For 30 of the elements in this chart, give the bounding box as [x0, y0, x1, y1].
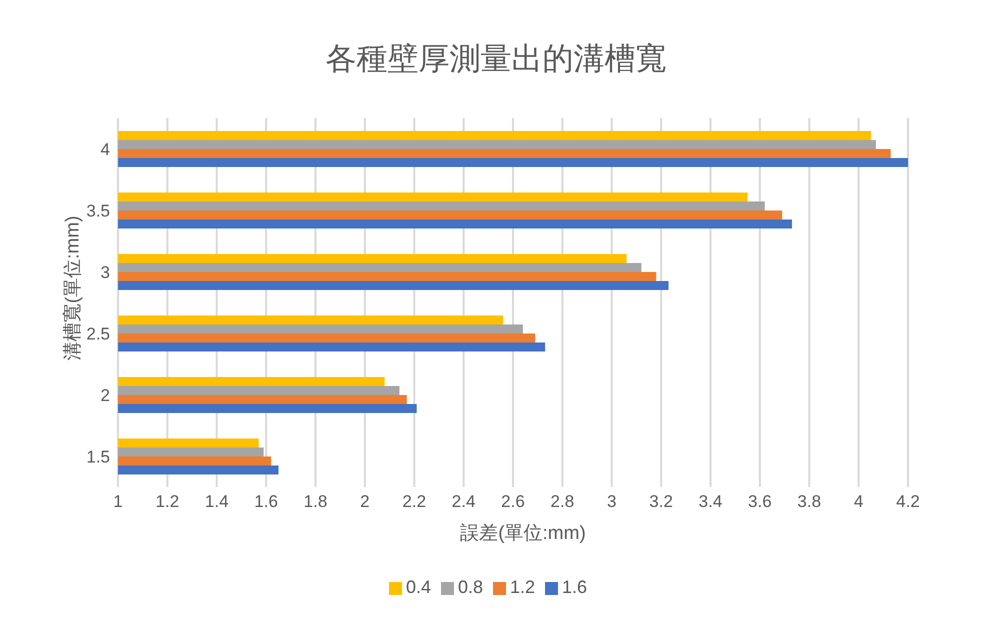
x-tick-label: 3.8 — [797, 492, 822, 512]
x-tick-label: 4 — [854, 492, 864, 512]
x-tick-label: 3.6 — [748, 492, 772, 512]
legend-label: 0.8 — [458, 577, 483, 597]
x-tick-label: 2.6 — [501, 492, 525, 512]
legend-label: 1.2 — [510, 577, 536, 597]
y-tick-label: 3 — [100, 262, 110, 282]
y-tick-label: 1.5 — [86, 447, 110, 466]
legend-label: 0.4 — [406, 577, 431, 597]
x-tick-label: 1.8 — [304, 492, 328, 512]
x-tick-label: 2.4 — [452, 492, 476, 512]
y-tick-label: 4 — [100, 140, 110, 159]
x-tick-label: 4.2 — [896, 492, 920, 512]
x-tick-label: 1 — [113, 492, 123, 512]
chart-title: 各種壁厚測量出的溝槽寬 — [324, 40, 668, 78]
y-tick-label: 2.5 — [86, 324, 110, 344]
x-tick-label: 2.8 — [550, 492, 574, 512]
x-tick-label: 3.4 — [698, 492, 722, 512]
y-axis-title: 溝槽寬(單位:mm) — [61, 216, 84, 360]
legend-label: 1.6 — [562, 577, 588, 597]
y-tick-label: 3.5 — [86, 201, 110, 220]
x-tick-label: 1.6 — [254, 492, 278, 512]
x-tick-label: 3 — [607, 492, 616, 512]
y-tick-label: 2 — [100, 386, 110, 405]
x-tick-label: 1.2 — [156, 492, 180, 512]
x-tick-label: 3.2 — [649, 492, 673, 512]
x-tick-label: 2.2 — [402, 492, 426, 512]
x-tick-label: 2 — [360, 492, 370, 512]
x-tick-label: 1.4 — [204, 492, 229, 512]
x-axis-title: 誤差(單位:mm) — [459, 522, 587, 546]
